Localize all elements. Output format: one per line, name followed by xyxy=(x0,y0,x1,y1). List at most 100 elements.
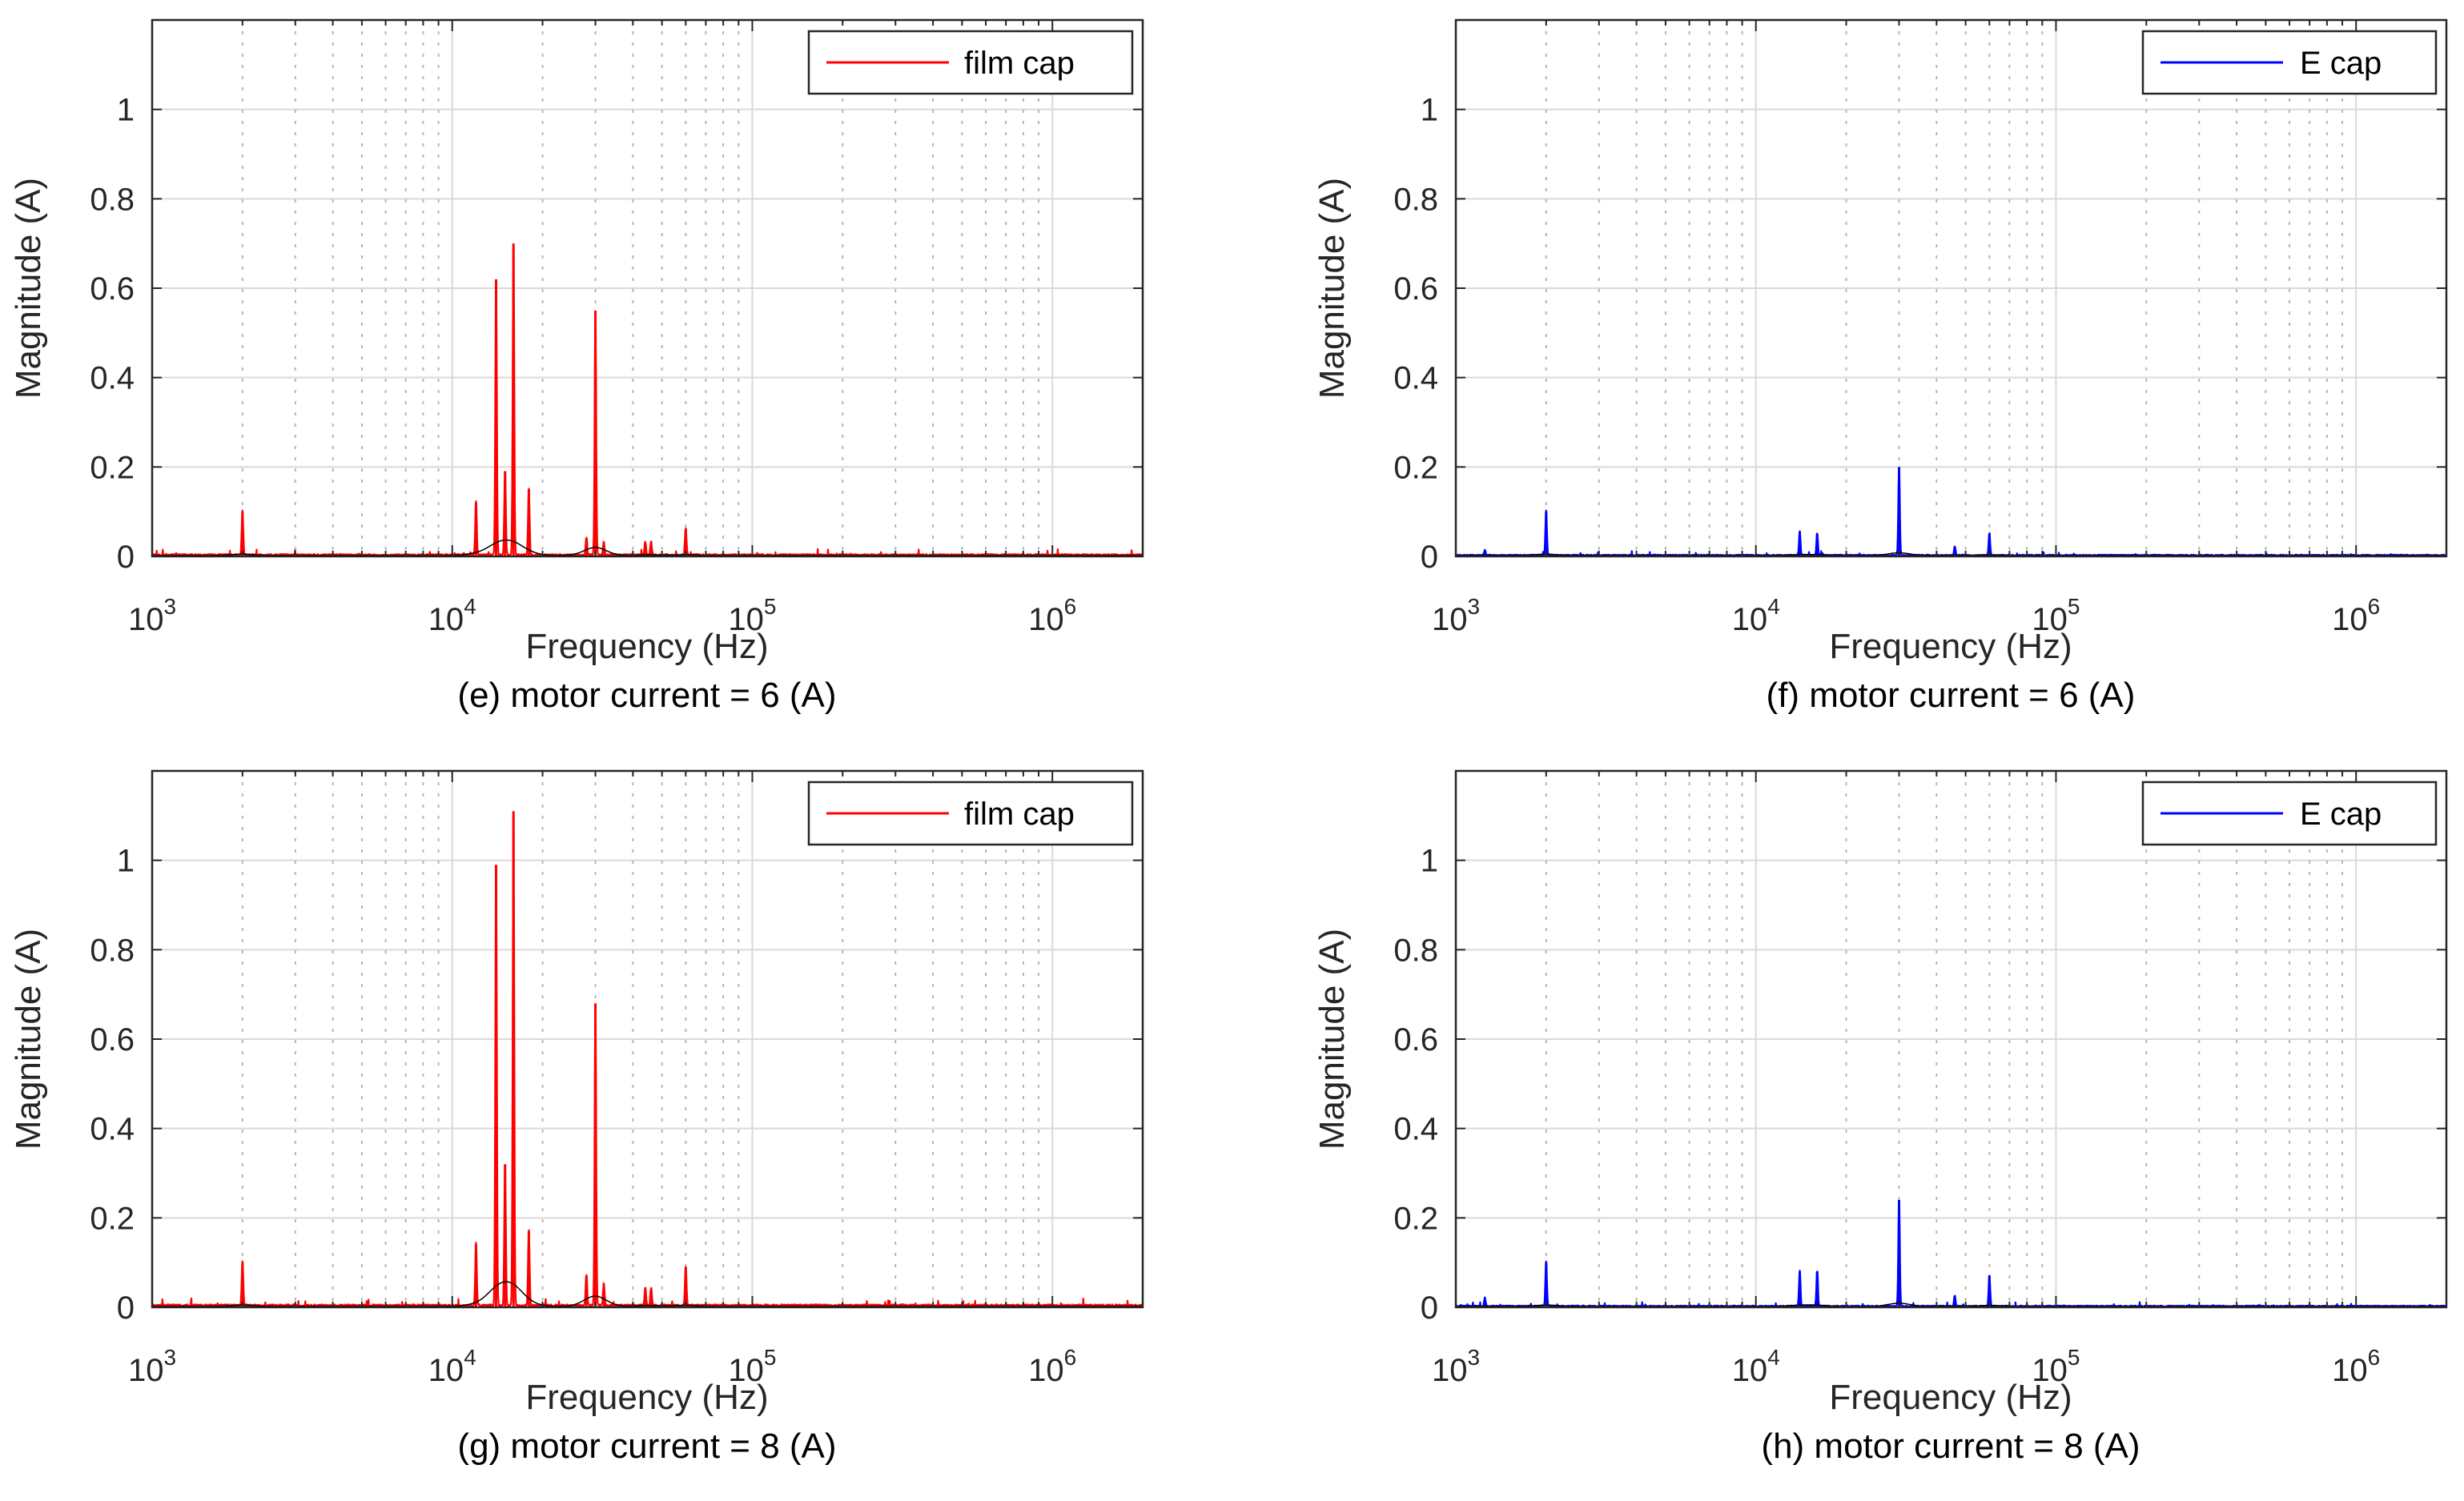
y-tick-labels: 0 0.2 0.4 0.6 0.8 1 xyxy=(1393,844,1438,1326)
ticks xyxy=(152,771,1143,1308)
y-tick-label: 0.6 xyxy=(1393,271,1438,307)
x-tick-label-exponent: 6 xyxy=(2368,1345,2381,1370)
y-tick-label: 0.4 xyxy=(90,1112,135,1147)
x-tick-label-base: 10 xyxy=(728,602,764,637)
series-line xyxy=(1455,467,2447,557)
series-line xyxy=(151,817,1144,1308)
legend-label: E cap xyxy=(2300,797,2382,832)
panel-g: 00.20.40.60.81 103 104 105 106 Magnitude (A… xyxy=(9,769,1144,1466)
x-tick-label-exponent: 4 xyxy=(464,594,476,619)
legend: film cap xyxy=(807,30,1134,95)
y-tick-labels: 0 0.2 0.4 0.6 0.8 1 xyxy=(90,844,135,1326)
panel-f: 00.20.40.60.81 103 104 105 106 Magnitude (A… xyxy=(1312,18,2448,715)
x-tick-labels: 103 104 105 106 xyxy=(1432,1345,2380,1388)
y-tick-label: 0.2 xyxy=(90,450,135,485)
x-tick-label-base: 10 xyxy=(1028,602,1064,637)
y-tick-label: 0 xyxy=(117,1290,135,1326)
y-tick-label: 1 xyxy=(1421,844,1438,879)
panel-caption: (e) motor current = 6 (A) xyxy=(457,676,836,715)
x-tick-label-exponent: 3 xyxy=(163,1345,176,1370)
panel-h: 00.20.40.60.81 103 104 105 106 Magnitude (A… xyxy=(1312,769,2448,1466)
x-tick-label: 105 xyxy=(2032,594,2080,637)
x-tick-label: 105 xyxy=(2032,1345,2080,1388)
panel-caption: (h) motor current = 8 (A) xyxy=(1761,1427,2140,1466)
data-area xyxy=(151,243,1144,557)
y-tick-label: 1 xyxy=(117,93,135,128)
x-tick-label: 106 xyxy=(1028,594,1076,637)
x-tick-label-base: 10 xyxy=(128,602,164,637)
panel-caption: (g) motor current = 8 (A) xyxy=(457,1427,836,1466)
y-axis-label: Magnitude (A) xyxy=(9,178,48,399)
x-tick-label: 103 xyxy=(128,1345,176,1388)
data-area xyxy=(1455,1200,2447,1308)
x-tick-label-exponent: 4 xyxy=(464,1345,476,1370)
x-tick-label-exponent: 5 xyxy=(764,594,777,619)
x-tick-label-exponent: 4 xyxy=(1767,594,1780,619)
x-tick-label-base: 10 xyxy=(2332,602,2368,637)
x-tick-label-exponent: 5 xyxy=(2068,594,2080,619)
legend-label: E cap xyxy=(2300,46,2382,81)
y-tick-label: 0.8 xyxy=(1393,933,1438,968)
x-tick-label: 104 xyxy=(428,594,476,637)
x-tick-label-base: 10 xyxy=(728,1353,764,1388)
x-axis-label: Frequency (Hz) xyxy=(525,627,768,666)
y-tick-label: 0.2 xyxy=(90,1201,135,1236)
x-axis-label: Frequency (Hz) xyxy=(1829,627,2072,666)
x-tick-label-exponent: 3 xyxy=(163,594,176,619)
x-tick-label: 106 xyxy=(2332,594,2380,637)
series-line xyxy=(151,248,1144,557)
x-tick-label: 105 xyxy=(728,594,776,637)
y-tick-label: 0.2 xyxy=(1393,1201,1438,1236)
data-area xyxy=(1455,467,2447,557)
legend: film cap xyxy=(807,781,1134,846)
panel-caption: (f) motor current = 6 (A) xyxy=(1767,676,2136,715)
x-tick-label-exponent: 4 xyxy=(1767,1345,1780,1370)
x-axis-label: Frequency (Hz) xyxy=(525,1378,768,1417)
x-tick-labels: 103 104 105 106 xyxy=(128,1345,1076,1388)
y-tick-label: 0 xyxy=(1421,1290,1438,1326)
y-axis-label: Magnitude (A) xyxy=(1312,178,1352,399)
x-tick-label: 103 xyxy=(1432,1345,1480,1388)
x-tick-label-base: 10 xyxy=(1432,602,1468,637)
x-tick-label-base: 10 xyxy=(2032,602,2068,637)
ticks xyxy=(1456,771,2446,1308)
x-tick-label-exponent: 3 xyxy=(1467,594,1480,619)
x-tick-label-exponent: 6 xyxy=(2368,594,2381,619)
y-tick-label: 1 xyxy=(1421,93,1438,128)
x-tick-label-exponent: 6 xyxy=(1064,1345,1077,1370)
y-tick-label: 0.4 xyxy=(90,361,135,396)
x-tick-label: 103 xyxy=(128,594,176,637)
x-tick-label: 104 xyxy=(1732,594,1780,637)
y-tick-label: 1 xyxy=(117,844,135,879)
x-tick-label-base: 10 xyxy=(1028,1353,1064,1388)
y-tick-label: 0.6 xyxy=(90,1022,135,1058)
data-area xyxy=(151,811,1144,1308)
grid xyxy=(152,20,1143,557)
x-tick-label-base: 10 xyxy=(2332,1353,2368,1388)
y-tick-labels: 0 0.2 0.4 0.6 0.8 1 xyxy=(1393,93,1438,575)
x-axis-label: Frequency (Hz) xyxy=(1829,1378,2072,1417)
grid xyxy=(152,771,1143,1308)
y-tick-label: 0.2 xyxy=(1393,450,1438,485)
panel-e: 00.20.40.60.81 103 104 105 106 Magnitude (A… xyxy=(9,18,1144,715)
x-tick-label-base: 10 xyxy=(1732,1353,1768,1388)
grid xyxy=(1456,20,2446,557)
x-tick-label: 105 xyxy=(728,1345,776,1388)
y-tick-label: 0 xyxy=(1421,540,1438,575)
y-tick-labels: 0 0.2 0.4 0.6 0.8 1 xyxy=(90,93,135,575)
x-tick-label: 103 xyxy=(1432,594,1480,637)
x-tick-label-base: 10 xyxy=(1432,1353,1468,1388)
x-tick-label-base: 10 xyxy=(428,602,464,637)
x-tick-label: 104 xyxy=(1732,1345,1780,1388)
x-tick-labels: 103 104 105 106 xyxy=(1432,594,2380,637)
x-tick-label-exponent: 5 xyxy=(764,1345,777,1370)
x-tick-label: 106 xyxy=(2332,1345,2380,1388)
y-tick-label: 0.8 xyxy=(90,182,135,217)
legend: E cap xyxy=(2141,30,2438,95)
ticks xyxy=(152,20,1143,557)
x-tick-label-base: 10 xyxy=(1732,602,1768,637)
y-tick-label: 0.8 xyxy=(90,933,135,968)
ticks xyxy=(1456,20,2446,557)
y-axis-label: Magnitude (A) xyxy=(9,929,48,1150)
grid xyxy=(1456,771,2446,1308)
